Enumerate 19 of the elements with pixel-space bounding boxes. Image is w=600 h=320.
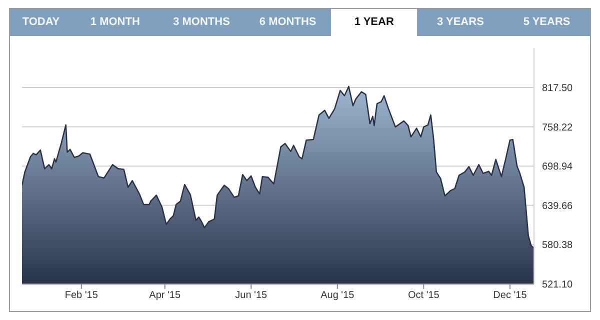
text: 3 MONTHS: [172, 15, 231, 30]
text: 5 YEARS: [522, 15, 572, 30]
text: 3 YEARS: [436, 15, 485, 30]
text: TODAY: [21, 15, 61, 30]
y-tick-label: 521.10: [542, 280, 574, 291]
text: 1 YEAR: [330, 9, 418, 36]
x-tick-label: Aug '15: [320, 290, 355, 302]
x-tick-label: Dec '15: [493, 290, 528, 302]
x-tick-label: Feb '15: [64, 290, 98, 302]
y-tick-label: 758.22: [542, 122, 574, 134]
y-tick-label: 698.94: [542, 162, 574, 173]
y-tick-label: 817.50: [542, 83, 574, 94]
x-tick-label: Jun '15: [235, 290, 268, 302]
y-tick-label: 639.66: [542, 200, 574, 212]
y-tick-label: 580.38: [542, 240, 574, 252]
text: 6 MONTHS: [258, 15, 318, 30]
x-tick-label: Apr '15: [149, 290, 181, 302]
x-tick-label: Oct '15: [408, 290, 440, 302]
text: 1 MONTH: [89, 15, 141, 30]
